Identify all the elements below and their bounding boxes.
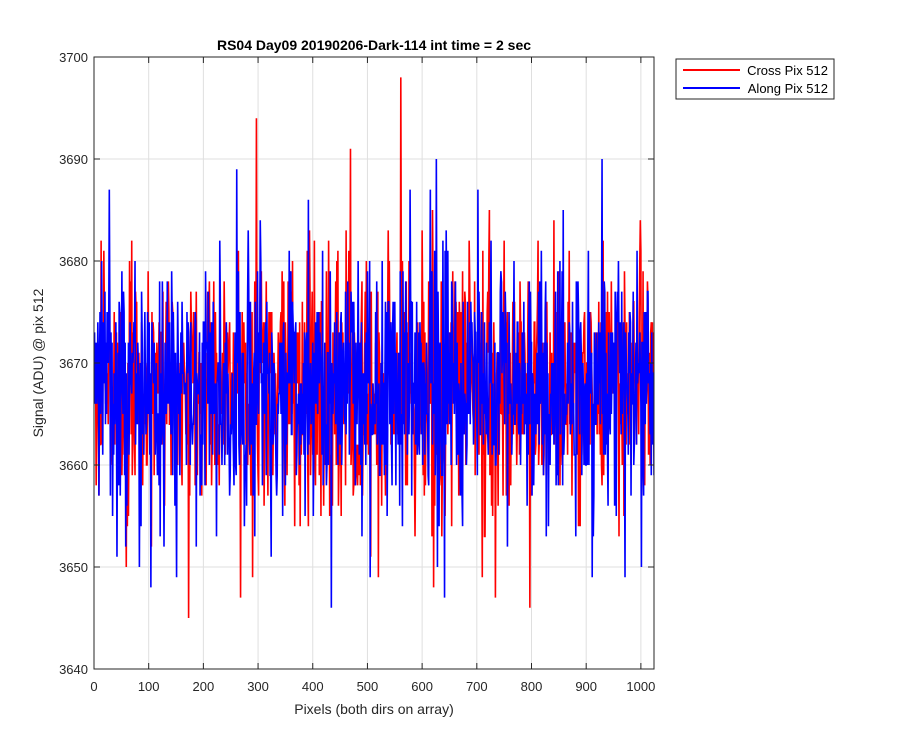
x-tick-label: 800 — [521, 679, 543, 694]
y-tick-label: 3650 — [59, 560, 88, 575]
x-tick-label: 200 — [193, 679, 215, 694]
y-tick-label: 3690 — [59, 152, 88, 167]
x-tick-label: 700 — [466, 679, 488, 694]
x-axis-label: Pixels (both dirs on array) — [294, 701, 454, 717]
x-tick-label: 600 — [411, 679, 433, 694]
y-tick-label: 3700 — [59, 50, 88, 65]
x-tick-label: 0 — [90, 679, 97, 694]
chart-title: RS04 Day09 20190206-Dark-114 int time = … — [217, 37, 531, 53]
series-layer — [94, 77, 654, 619]
x-tick-label: 100 — [138, 679, 160, 694]
legend: Cross Pix 512 Along Pix 512 — [675, 58, 835, 100]
y-tick-label: 3670 — [59, 356, 88, 371]
y-axis-label: Signal (ADU) @ pix 512 — [30, 288, 46, 437]
x-tick-label: 500 — [357, 679, 379, 694]
y-tick-label: 3680 — [59, 254, 88, 269]
series-line-along-pix-512 — [94, 158, 654, 608]
y-tick-label: 3660 — [59, 458, 88, 473]
legend-label-along: Along Pix 512 — [748, 81, 828, 96]
legend-box — [675, 58, 835, 100]
ticks — [93, 56, 654, 670]
y-tick-label: 3640 — [59, 662, 88, 677]
x-tick-label: 400 — [302, 679, 324, 694]
x-tick-label: 300 — [247, 679, 269, 694]
legend-label-cross: Cross Pix 512 — [747, 63, 828, 78]
x-tick-label: 1000 — [626, 679, 655, 694]
tick-labels: 0 100 200 300 400 500 600 700 800 900 1000 3640 3650… — [59, 50, 655, 694]
x-tick-label: 900 — [575, 679, 597, 694]
